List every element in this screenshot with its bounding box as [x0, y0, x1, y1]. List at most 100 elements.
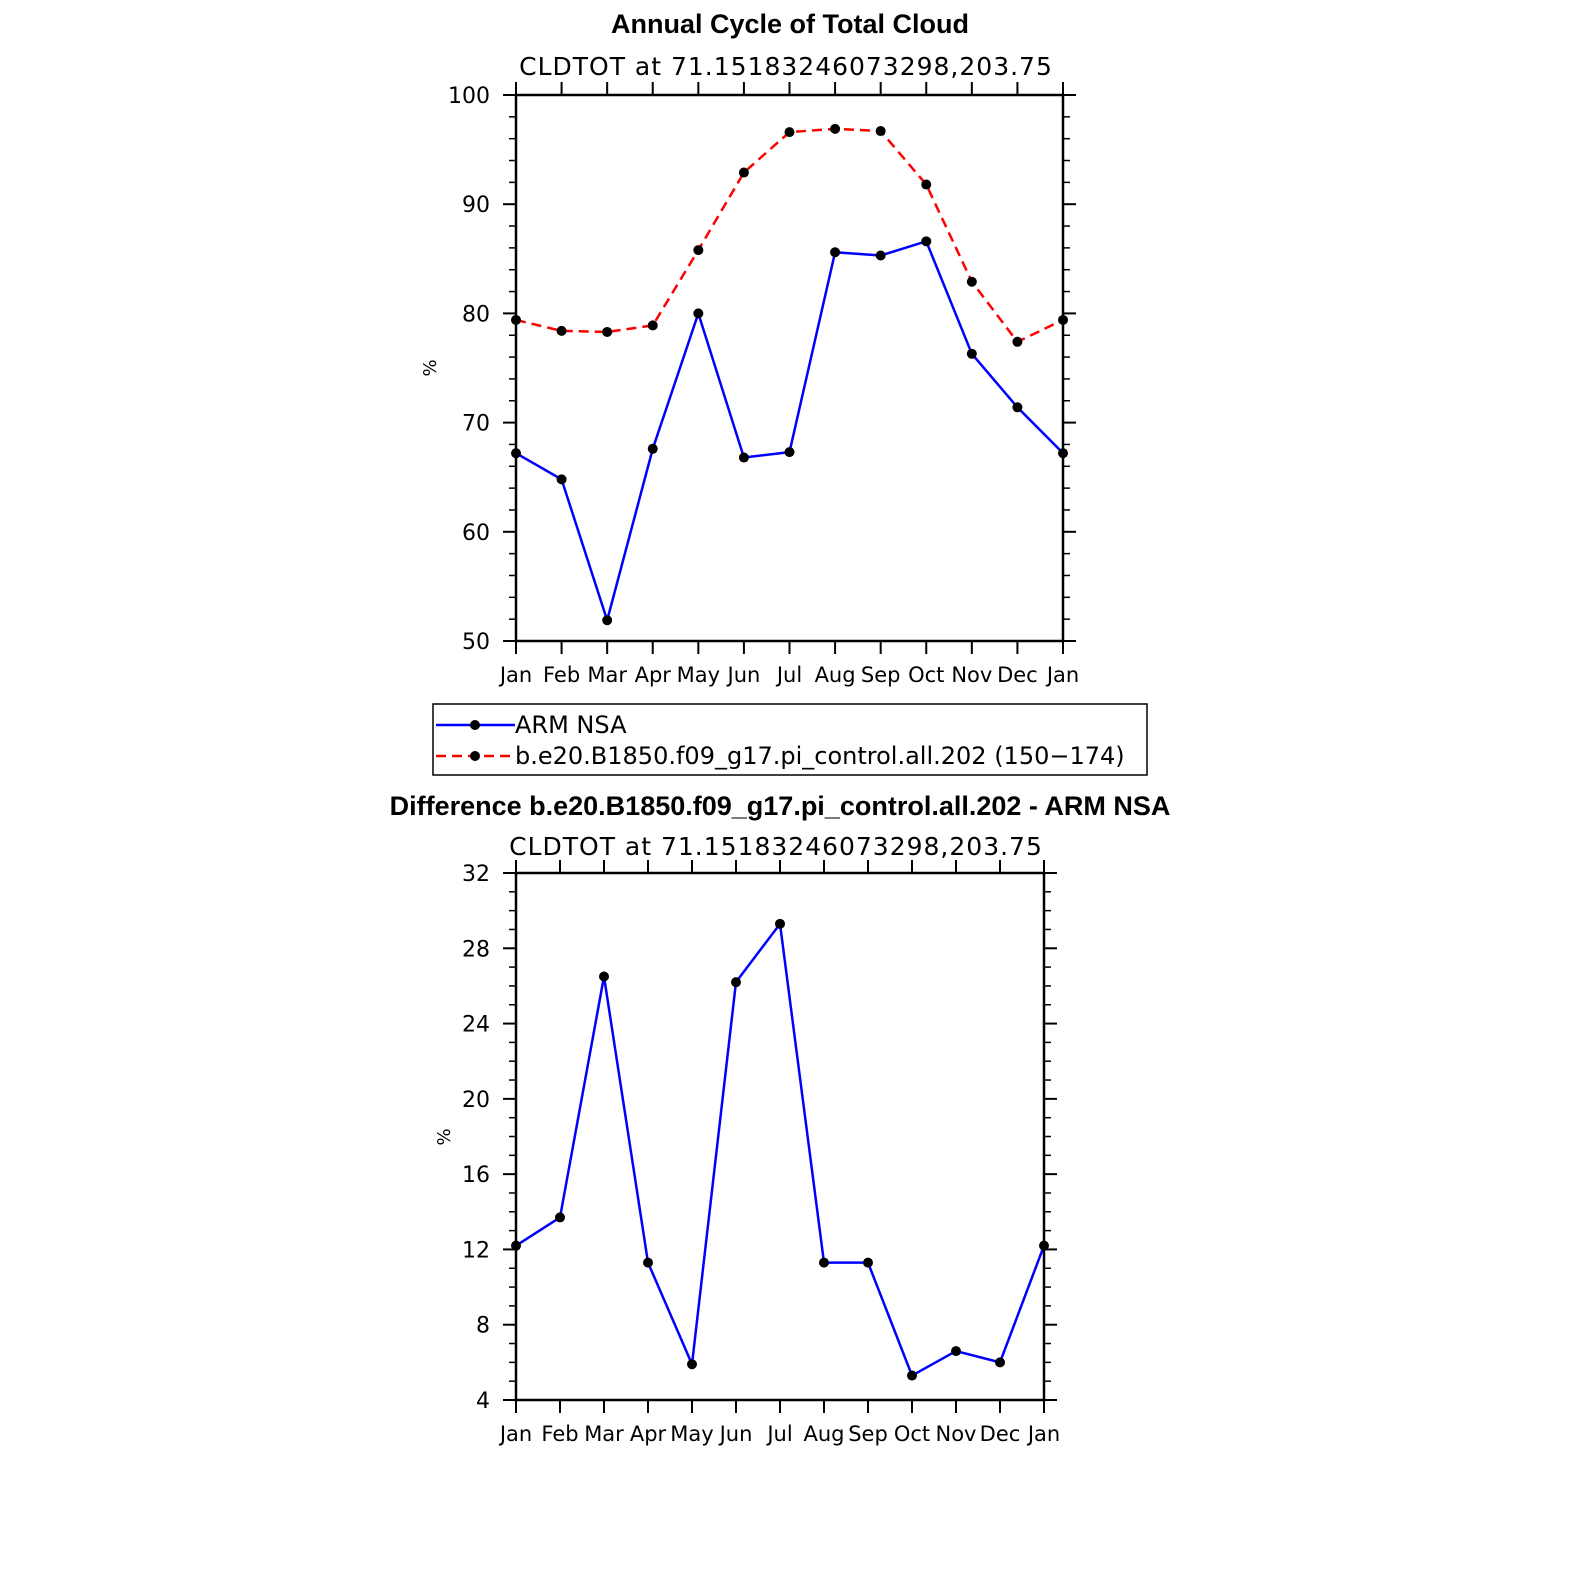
data-point — [693, 308, 704, 319]
data-point — [784, 447, 795, 458]
y-tick-label: 80 — [462, 302, 490, 327]
y-axis-label: % — [420, 359, 441, 376]
chart-title: Annual Cycle of Total Cloud — [611, 9, 969, 39]
series-line-1 — [515, 127, 1064, 344]
chart-subtitle: CLDTOT at 71.15183246073298,203.75 — [509, 832, 1043, 861]
data-point — [951, 1346, 961, 1357]
x-tick-label: Aug — [815, 663, 856, 687]
x-tick-label: Mar — [584, 1422, 624, 1446]
data-point — [1039, 1240, 1049, 1251]
data-point — [556, 474, 567, 485]
y-tick-label: 100 — [448, 84, 490, 109]
x-tick-label: Oct — [908, 663, 944, 687]
axis-ticks — [503, 860, 1057, 1413]
data-point — [819, 1257, 829, 1268]
data-point — [556, 325, 567, 336]
x-tick-label: Mar — [587, 663, 627, 687]
data-point — [511, 1240, 521, 1251]
x-tick-label: Jun — [726, 663, 761, 687]
data-point — [1012, 336, 1023, 347]
x-tick-labels: Jan Feb Mar Apr May Jun Jul Aug Sep Oct Nov Dec Jan — [498, 1422, 1060, 1446]
x-tick-label: Sep — [861, 663, 901, 687]
data-point — [1058, 314, 1068, 325]
chart-title: Difference b.e20.B1850.f09_g17.pi_contro… — [390, 791, 1171, 821]
x-tick-label: Jul — [765, 1422, 792, 1446]
data-point — [907, 1370, 917, 1381]
x-tick-labels: Jan Feb Mar Apr May Jun Jul Aug Sep Oct Nov Dec Jan — [498, 663, 1079, 687]
x-tick-label: Oct — [894, 1422, 930, 1446]
data-point — [599, 971, 609, 982]
x-tick-label: Apr — [635, 663, 672, 687]
y-tick-label: 50 — [462, 630, 490, 655]
data-point — [647, 320, 658, 331]
data-point — [738, 167, 749, 178]
data-point — [863, 1257, 873, 1268]
x-tick-label: Jun — [718, 1422, 753, 1446]
y-tick-label: 8 — [476, 1314, 490, 1339]
data-point — [693, 245, 704, 256]
data-point — [511, 448, 521, 459]
data-point — [921, 236, 932, 247]
data-point — [830, 123, 841, 134]
plot-border — [514, 871, 1046, 1402]
data-point — [647, 443, 658, 454]
data-point — [784, 127, 795, 138]
x-tick-label: Feb — [541, 1422, 578, 1446]
series-line-0 — [515, 240, 1064, 622]
legend-swatch-marker — [470, 720, 480, 730]
x-tick-label: Jul — [775, 663, 802, 687]
x-tick-label: Nov — [936, 1422, 977, 1446]
difference-chart: Difference b.e20.B1850.f09_g17.pi_contro… — [390, 791, 1171, 1446]
y-tick-label: 4 — [476, 1389, 490, 1414]
series-lines — [511, 918, 1049, 1381]
data-point — [687, 1359, 697, 1370]
data-point — [875, 250, 886, 261]
y-tick-labels: 4 8 12 16 20 24 28 32 — [462, 862, 490, 1414]
data-point — [602, 615, 613, 626]
legend-label: b.e20.B1850.f09_g17.pi_control.all.202 (… — [515, 742, 1125, 770]
x-tick-label: May — [670, 1422, 713, 1446]
legend-box — [432, 703, 1148, 776]
data-point — [643, 1257, 653, 1268]
x-tick-label: Jan — [1045, 663, 1079, 687]
chart-subtitle: CLDTOT at 71.15183246073298,203.75 — [519, 52, 1053, 81]
legend: ARM NSA b.e20.B1850.f09_g17.pi_control.a… — [432, 703, 1148, 776]
x-tick-label: Sep — [848, 1422, 888, 1446]
data-point — [1012, 402, 1023, 413]
plot-frame — [514, 871, 1046, 1402]
x-tick-label: Jan — [1026, 1422, 1060, 1446]
x-tick-label: Jan — [498, 663, 532, 687]
legend-label: ARM NSA — [515, 711, 627, 739]
legend-entry-model: b.e20.B1850.f09_g17.pi_control.all.202 (… — [436, 742, 1125, 770]
x-tick-label: Nov — [951, 663, 992, 687]
data-point — [738, 452, 749, 463]
plot-frame — [514, 93, 1065, 643]
y-tick-labels: 50 60 70 80 90 100 — [448, 84, 490, 655]
data-point — [921, 179, 932, 190]
series-lines — [511, 123, 1068, 626]
data-point — [511, 314, 521, 325]
y-tick-label: 60 — [462, 521, 490, 546]
y-axis-label: % — [434, 1128, 455, 1145]
data-point — [731, 977, 741, 988]
x-tick-label: Jan — [498, 1422, 532, 1446]
data-point — [775, 918, 785, 929]
y-tick-label: 24 — [462, 1013, 490, 1038]
y-tick-label: 12 — [462, 1238, 490, 1263]
x-tick-label: Apr — [630, 1422, 667, 1446]
y-tick-label: 28 — [462, 937, 490, 962]
data-point — [966, 276, 977, 287]
data-point — [966, 348, 977, 359]
x-tick-label: Feb — [543, 663, 580, 687]
series-line-0 — [515, 922, 1046, 1377]
axis-ticks — [503, 82, 1076, 654]
annual-cycle-chart: Annual Cycle of Total Cloud CLDTOT at 71… — [420, 9, 1079, 687]
x-tick-label: Aug — [803, 1422, 844, 1446]
legend-entry-arm-nsa: ARM NSA — [436, 711, 627, 739]
y-tick-label: 70 — [462, 412, 490, 437]
data-point — [875, 126, 886, 137]
y-tick-label: 32 — [462, 862, 490, 887]
legend-swatch-marker — [470, 751, 480, 761]
plot-border — [514, 93, 1065, 643]
